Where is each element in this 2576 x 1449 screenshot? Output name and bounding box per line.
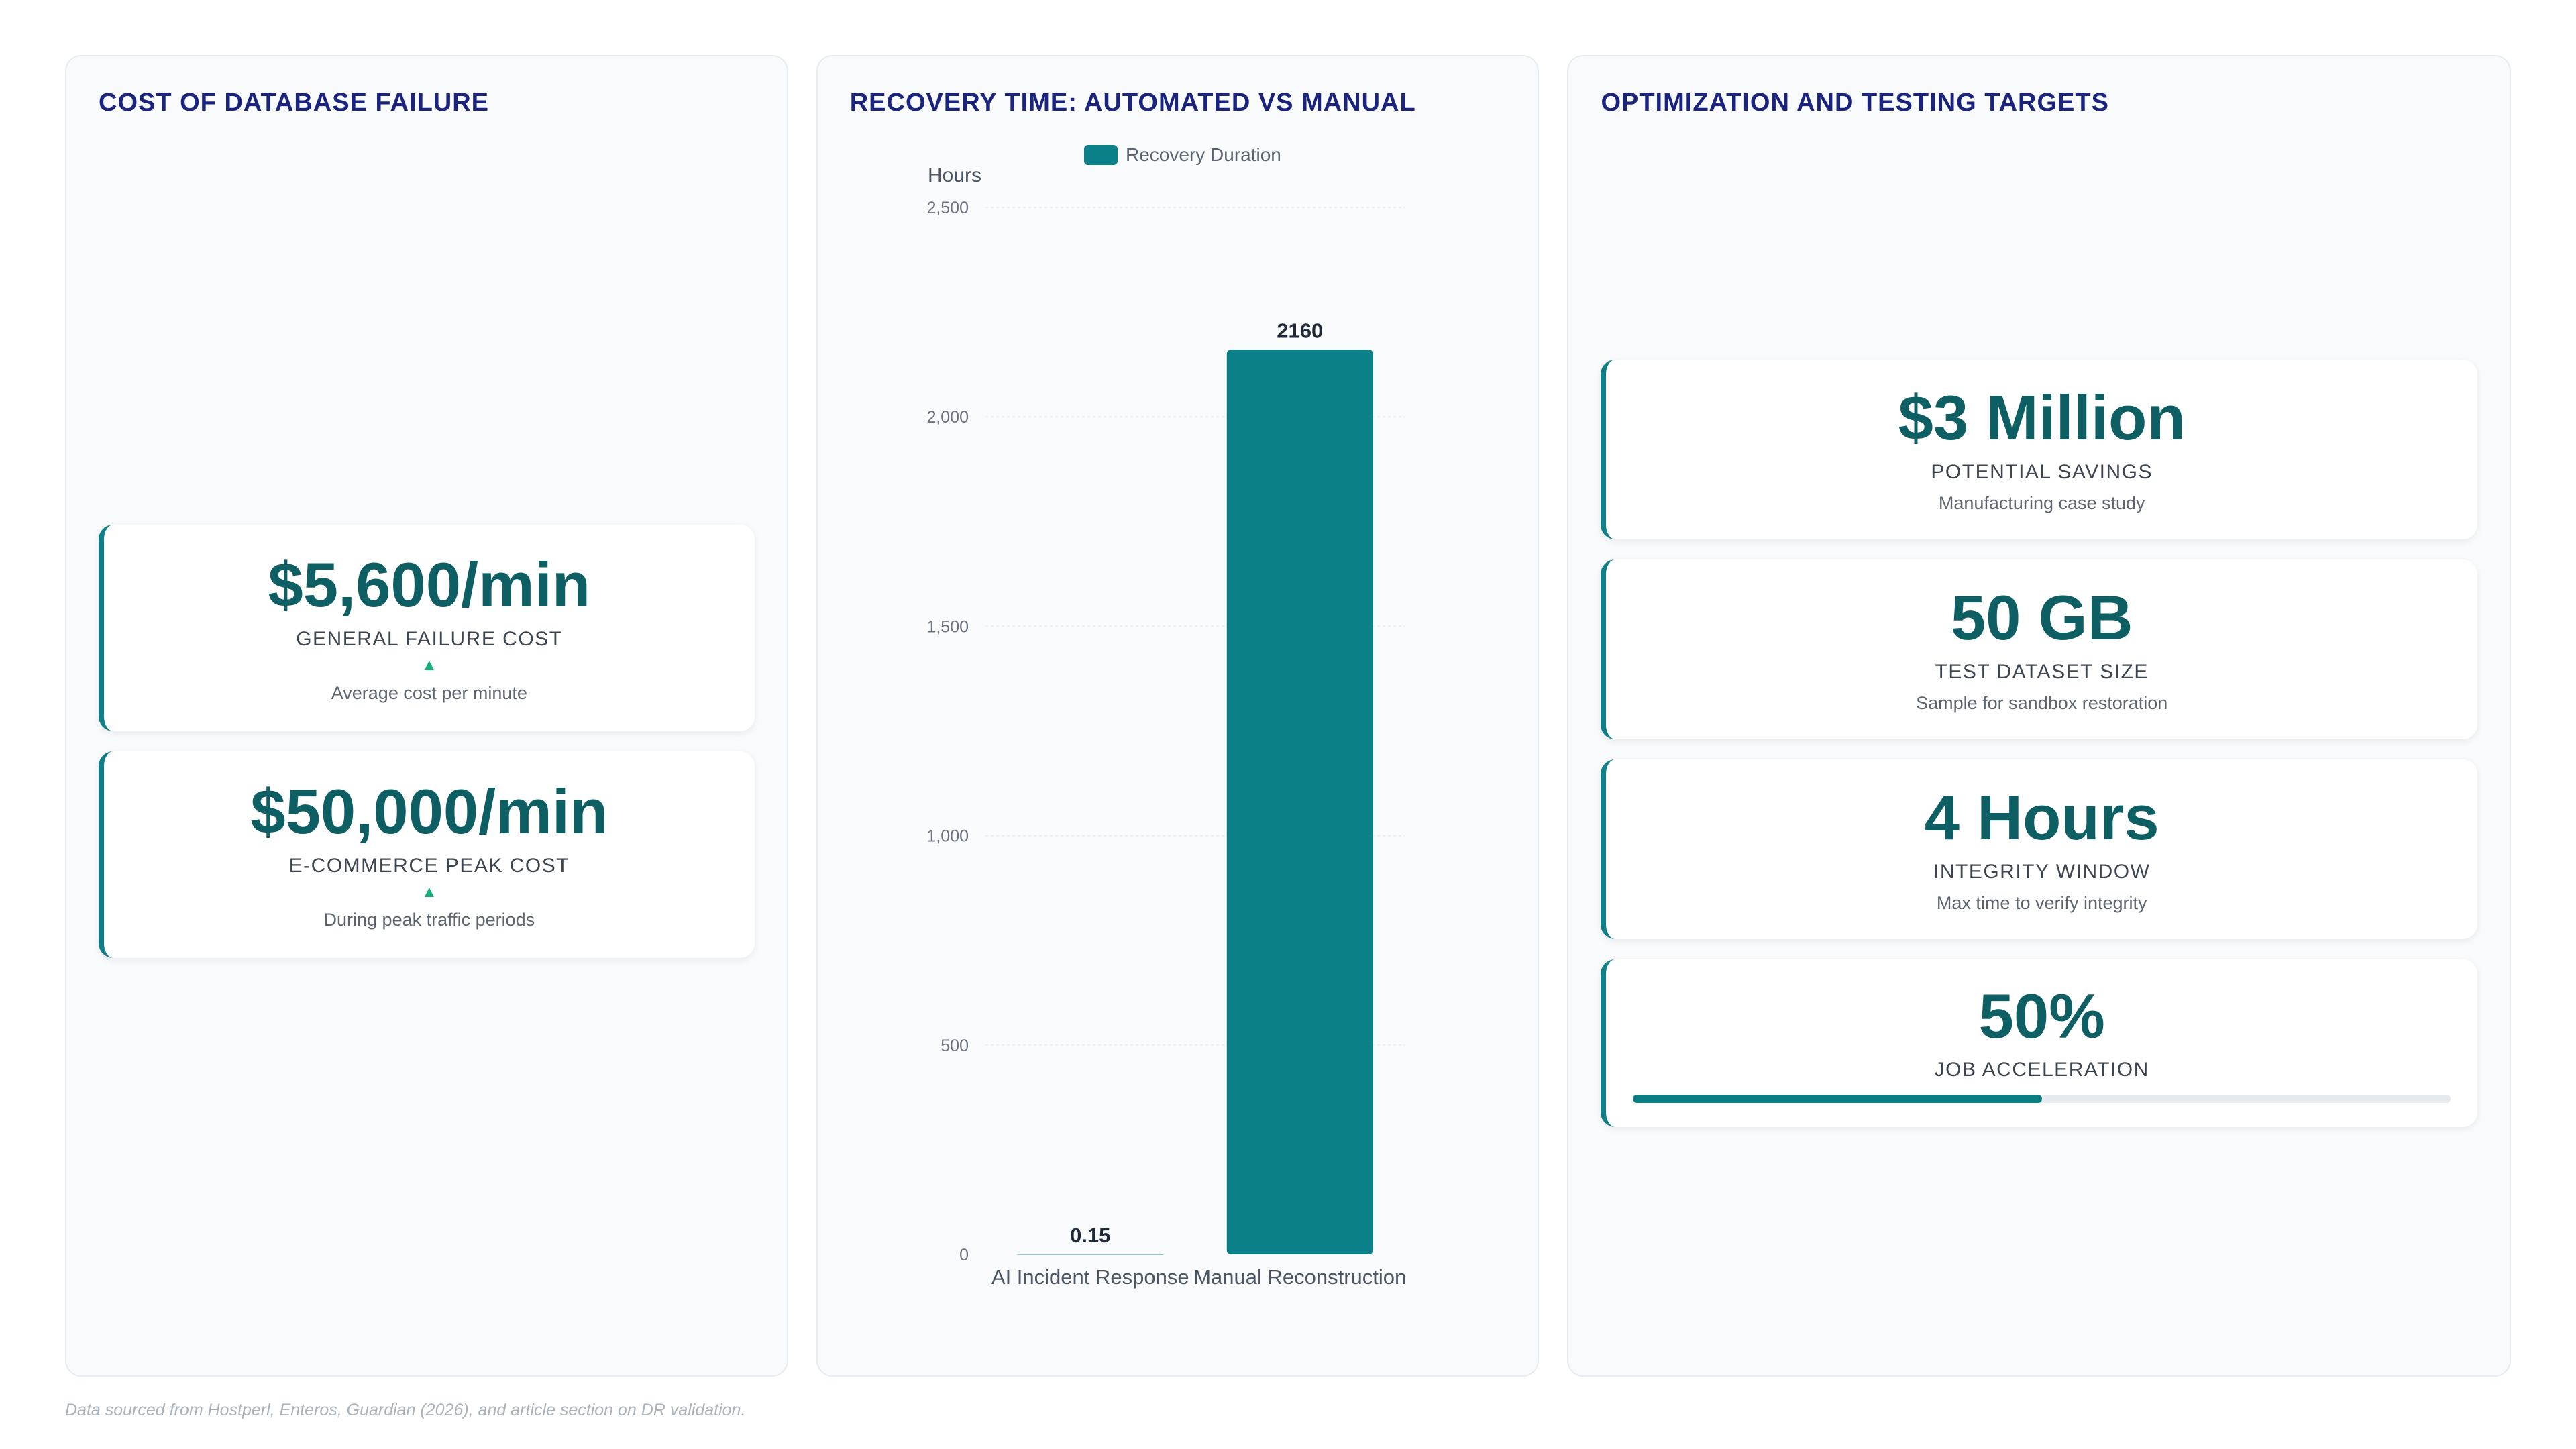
job-acceleration-progress-bar	[1633, 1095, 2451, 1104]
kpi-label: JOB ACCELERATION	[1934, 1059, 2149, 1081]
targets-panel: OPTIMIZATION AND TESTING TARGETS $3 Mill…	[1567, 55, 2511, 1377]
recovery-chart-panel: RECOVERY TIME: AUTOMATED VS MANUAL Recov…	[816, 55, 1540, 1377]
kpi-value: 4 Hours	[1924, 782, 2159, 853]
data-label: 2160	[1277, 319, 1323, 342]
trend-up-icon: ▲	[421, 882, 437, 901]
kpi-card-test-dataset-size: 50 GB TEST DATASET SIZE Sample for sandb…	[1601, 559, 2477, 739]
kpi-stack: $5,600/min GENERAL FAILURE COST ▲ Averag…	[99, 525, 755, 958]
kpi-card-ecommerce-peak-cost: $50,000/min E-COMMERCE PEAK COST ▲ Durin…	[99, 751, 755, 958]
kpi-value: 50 GB	[1950, 582, 2133, 653]
kpi-card-general-failure-cost: $5,600/min GENERAL FAILURE COST ▲ Averag…	[99, 525, 755, 731]
panel-title: OPTIMIZATION AND TESTING TARGETS	[1601, 89, 2109, 117]
panel-title: RECOVERY TIME: AUTOMATED VS MANUAL	[849, 89, 1416, 117]
kpi-subtext: Average cost per minute	[331, 682, 527, 703]
kpi-value: $50,000/min	[250, 776, 608, 847]
kpi-label: POTENTIAL SAVINGS	[1931, 460, 2153, 483]
y-tick-label: 0	[959, 1246, 969, 1265]
x-tick-label: Manual Reconstruction	[1193, 1265, 1406, 1289]
bar	[1226, 350, 1373, 1254]
kpi-subtext: During peak traffic periods	[323, 909, 535, 930]
trend-up-icon: ▲	[421, 655, 437, 674]
y-tick-label: 2,500	[926, 199, 969, 217]
kpi-stack: $3 Million POTENTIAL SAVINGS Manufacturi…	[1601, 360, 2477, 1127]
panel-title: COST OF DATABASE FAILURE	[99, 89, 490, 117]
kpi-value: $3 Million	[1898, 382, 2186, 453]
y-axis-title: Hours	[928, 164, 981, 186]
dashboard: COST OF DATABASE FAILURE $5,600/min GENE…	[65, 55, 2511, 1377]
kpi-label: E-COMMERCE PEAK COST	[288, 854, 570, 877]
cost-panel: COST OF DATABASE FAILURE $5,600/min GENE…	[65, 55, 788, 1377]
kpi-label: INTEGRITY WINDOW	[1933, 860, 2151, 883]
y-tick-label: 2,000	[926, 408, 969, 427]
kpi-card-job-acceleration: 50% JOB ACCELERATION	[1601, 959, 2477, 1127]
kpi-label: TEST DATASET SIZE	[1935, 660, 2149, 683]
y-tick-label: 500	[941, 1036, 969, 1055]
kpi-subtext: Manufacturing case study	[1938, 492, 2145, 513]
y-tick-label: 1,000	[926, 827, 969, 846]
kpi-value: 50%	[1978, 980, 2105, 1051]
data-label: 0.15	[1070, 1224, 1110, 1247]
kpi-subtext: Sample for sandbox restoration	[1916, 692, 2168, 713]
kpi-subtext: Max time to verify integrity	[1936, 892, 2147, 913]
kpi-card-potential-savings: $3 Million POTENTIAL SAVINGS Manufacturi…	[1601, 360, 2477, 539]
progress-fill	[1633, 1095, 2042, 1104]
source-footnote: Data sourced from Hostperl, Enteros, Gua…	[65, 1401, 746, 1419]
kpi-card-integrity-window: 4 Hours INTEGRITY WINDOW Max time to ver…	[1601, 759, 2477, 939]
kpi-label: GENERAL FAILURE COST	[296, 627, 563, 650]
y-tick-label: 1,500	[926, 617, 969, 636]
recovery-time-chart: Recovery Duration Hours 0 500 1,000 1,500 2,00…	[926, 144, 1406, 1289]
legend-swatch	[1083, 145, 1118, 165]
bar	[1016, 1254, 1163, 1255]
x-tick-label: AI Incident Response	[991, 1265, 1189, 1289]
legend-label: Recovery Duration	[1126, 144, 1281, 165]
kpi-value: $5,600/min	[268, 549, 591, 621]
